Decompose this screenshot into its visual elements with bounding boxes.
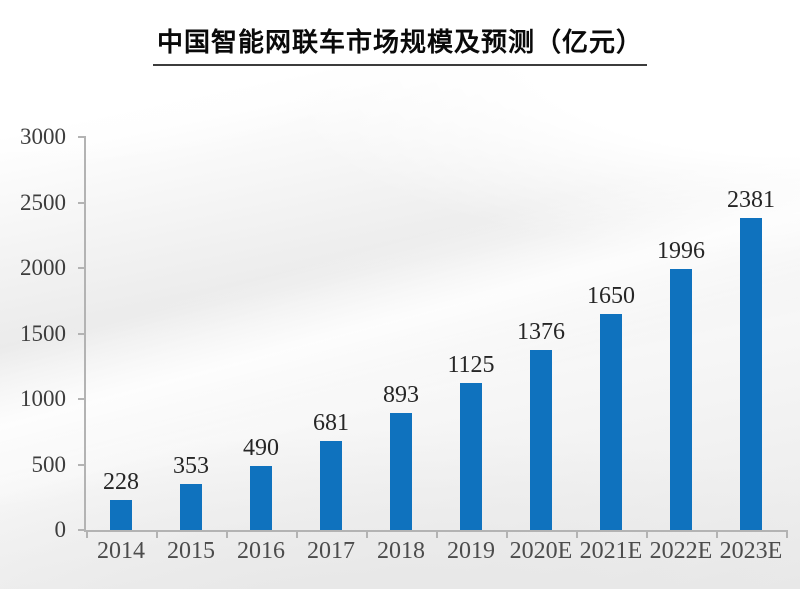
x-tick-label: 2022E xyxy=(649,538,713,564)
bar-slot: 1376 xyxy=(506,137,576,530)
x-tick-mark xyxy=(296,530,298,538)
x-tick-label: 2015 xyxy=(167,538,215,564)
x-tick-label: 2014 xyxy=(97,538,145,564)
y-tick-mark xyxy=(78,529,86,531)
x-tick-label: 2020E xyxy=(509,538,573,564)
bar xyxy=(250,465,272,530)
y-tick-mark xyxy=(78,136,86,138)
bar-slot: 490 xyxy=(226,137,296,530)
x-tick-label: 2023E xyxy=(719,538,783,564)
y-tick-label: 0 xyxy=(54,517,67,542)
bar-value-label: 1650 xyxy=(587,282,635,309)
x-tick-label: 2016 xyxy=(237,538,285,564)
y-tick-mark xyxy=(78,463,86,466)
plot-area: 0 500 1000 1500 2000 2500 3000 228 353 490 681 893… xyxy=(20,124,788,563)
bars-container: 228 353 490 681 893 1125 1376 1650 1996 2381 xyxy=(86,137,786,530)
bar-slot: 1996 xyxy=(646,137,716,530)
bar-value-label: 1996 xyxy=(657,237,705,264)
bar xyxy=(320,440,342,530)
bar-value-label: 1376 xyxy=(517,318,565,345)
bar xyxy=(390,413,412,530)
x-tick-mark xyxy=(506,530,508,538)
x-tick-mark xyxy=(646,530,648,538)
x-tick-mark xyxy=(86,530,88,538)
bar-slot: 1650 xyxy=(576,137,646,530)
x-tick-label: 2019 xyxy=(447,538,495,564)
chart-title-text: 中国智能网联车市场规模及预测（亿元） xyxy=(152,22,647,66)
bar xyxy=(670,268,692,530)
x-tick-label: 2017 xyxy=(307,538,355,564)
bar xyxy=(600,313,622,530)
x-tick-mark xyxy=(786,530,788,538)
bar-value-label: 1125 xyxy=(447,351,495,378)
x-tick-mark xyxy=(156,530,158,538)
x-tick-mark xyxy=(226,530,228,538)
bar-slot: 893 xyxy=(366,137,436,530)
x-tick-mark xyxy=(716,530,718,538)
bar-slot: 2381 xyxy=(716,137,786,530)
x-tick-label: 2018 xyxy=(377,538,425,564)
y-tick-mark xyxy=(78,267,86,270)
bar-slot: 228 xyxy=(86,137,156,530)
x-tick-mark xyxy=(436,530,438,538)
bar-slot: 353 xyxy=(156,137,226,530)
y-tick-label: 2500 xyxy=(20,189,66,215)
x-tick-mark xyxy=(576,530,578,538)
bar xyxy=(740,218,762,530)
bar-value-label: 228 xyxy=(103,469,139,496)
x-axis-labels: 2014 2015 2016 2017 2018 2019 2020E 2021E 2022E 2… xyxy=(86,539,786,563)
bar-value-label: 893 xyxy=(383,382,419,409)
bar-value-label: 681 xyxy=(313,409,349,436)
y-tick-label: 2000 xyxy=(20,255,66,281)
bar xyxy=(180,483,202,530)
chart-title: 中国智能网联车市场规模及预测（亿元） xyxy=(0,22,800,66)
y-tick-label: 3000 xyxy=(20,124,66,149)
y-tick-mark xyxy=(78,201,86,204)
bar xyxy=(530,349,552,530)
bar xyxy=(110,500,132,530)
y-tick-label: 500 xyxy=(31,451,67,477)
y-tick-label: 1500 xyxy=(20,320,66,346)
bar-value-label: 353 xyxy=(173,452,209,479)
x-tick-label: 2021E xyxy=(579,538,643,564)
x-tick-mark xyxy=(366,530,368,538)
y-tick-mark xyxy=(78,398,86,401)
bar xyxy=(460,382,482,530)
bar-value-label: 2381 xyxy=(727,187,775,214)
bar-slot: 681 xyxy=(296,137,366,530)
bar-value-label: 490 xyxy=(243,434,279,461)
y-tick-label: 1000 xyxy=(20,386,66,412)
y-tick-mark xyxy=(78,332,86,335)
bar-slot: 1125 xyxy=(436,137,506,530)
